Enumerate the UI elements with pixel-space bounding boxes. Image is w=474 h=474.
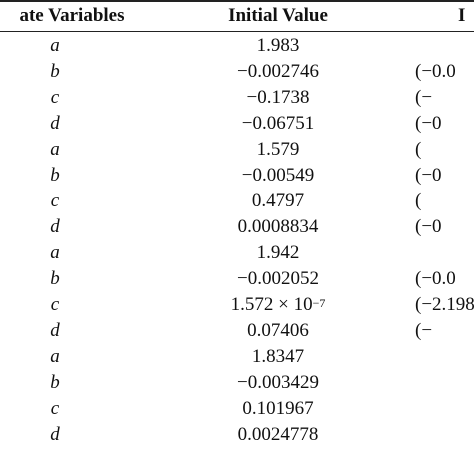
initial-value-cell: −0.1738: [246, 86, 310, 108]
header-rule: [0, 31, 474, 32]
header-third-column: I: [458, 4, 466, 26]
range-cell: (−0.0: [415, 60, 456, 82]
variable-cell: a: [50, 138, 60, 160]
table-row: c 0.101967: [0, 396, 474, 422]
table-row: c 0.4797 (: [0, 188, 474, 214]
table-row: d 0.0008834 (−0: [0, 214, 474, 240]
variable-cell: d: [50, 112, 60, 134]
initial-value-cell: 1.942: [256, 242, 300, 264]
initial-value-cell: −0.002052: [237, 268, 319, 290]
variable-cell: b: [50, 371, 60, 393]
initial-value-cell: −0.002746: [237, 60, 319, 82]
range-cell: (−0.0: [415, 268, 456, 290]
initial-value-cell: 0.4797: [251, 190, 305, 212]
range-cell: (−2.198: [415, 294, 474, 315]
table-row: b −0.00549 (−0: [0, 163, 474, 189]
variable-cell: d: [50, 216, 60, 238]
initial-value-cell: 1.579: [256, 138, 300, 160]
header-initial-value: Initial Value: [228, 4, 328, 26]
initial-value-cell: 1.983: [256, 35, 300, 56]
initial-value-cell: 1.8347: [251, 345, 305, 367]
range-cell: [415, 344, 474, 370]
variable-cell: a: [50, 345, 60, 367]
table-row: d 0.07406 (−: [0, 318, 474, 344]
variable-cell: c: [50, 294, 60, 315]
table-row: a 1.983: [0, 33, 474, 59]
table-row: b −0.002746 (−0.0: [0, 59, 474, 85]
variable-cell: c: [50, 397, 60, 419]
range-cell: (: [415, 138, 422, 160]
header-state-variables: ate Variables: [19, 4, 125, 26]
table-row: b −0.002052 (−0.0: [0, 266, 474, 292]
range-cell: [415, 422, 474, 448]
range-cell: [415, 33, 474, 59]
initial-value-cell: 1.572 × 10 −7: [230, 294, 326, 315]
table-row: a 1.8347: [0, 344, 474, 370]
range-cell: (−: [415, 86, 433, 108]
table-row: b −0.003429: [0, 370, 474, 396]
initial-value-cell: −0.003429: [237, 371, 319, 393]
range-cell: [415, 370, 474, 396]
variable-cell: b: [50, 164, 60, 186]
range-cell: (: [415, 190, 422, 212]
range-cell: (−0: [415, 216, 442, 238]
range-cell: (−: [415, 319, 433, 341]
exponent: −7: [312, 295, 326, 310]
variable-cell: a: [50, 35, 60, 56]
initial-value-cell: −0.06751: [241, 112, 315, 134]
range-cell: [415, 240, 474, 266]
table-row: a 1.579 (: [0, 137, 474, 163]
table-row: a 1.942: [0, 240, 474, 266]
variable-cell: b: [50, 268, 60, 290]
variable-cell: b: [50, 60, 60, 82]
table-row: c −0.1738 (−: [0, 85, 474, 111]
table-row: c 1.572 × 10 −7 (−2.198: [0, 292, 474, 318]
range-cell: [415, 396, 474, 422]
range-cell: (−0: [415, 164, 442, 186]
table-header: ate Variables Initial Value I: [0, 0, 474, 31]
variable-cell: d: [50, 423, 60, 445]
initial-value-cell: 0.0008834: [237, 216, 319, 238]
initial-value-cell: 0.07406: [247, 319, 309, 341]
variable-cell: c: [50, 86, 60, 108]
variable-cell: d: [50, 319, 60, 341]
initial-value-cell: 0.101967: [242, 397, 314, 419]
initial-value-cell: −0.00549: [241, 164, 315, 186]
table-row: d 0.0024778: [0, 422, 474, 448]
table-row: d −0.06751 (−0: [0, 111, 474, 137]
variable-cell: a: [50, 242, 60, 264]
top-rule: [0, 0, 474, 2]
range-cell: (−0: [415, 112, 442, 134]
initial-value-cell: 0.0024778: [237, 423, 319, 445]
variable-cell: c: [50, 190, 60, 212]
